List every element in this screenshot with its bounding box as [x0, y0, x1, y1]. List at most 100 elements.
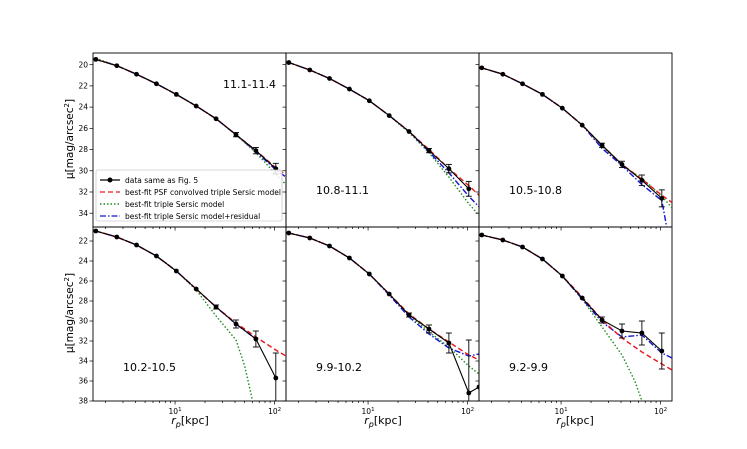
data-point [386, 113, 392, 118]
y-tick-label: 36 [78, 377, 88, 386]
panel-label: 10.2-10.5 [123, 361, 176, 374]
panel-frame [92, 226, 287, 402]
data-point [639, 177, 645, 183]
y-tick-label: 26 [78, 124, 88, 133]
legend-entry-data: data same as Fig. 5 [100, 176, 198, 185]
y-tick-label: 26 [78, 277, 88, 286]
y-tick-label: 20 [78, 60, 88, 69]
residual-curve [481, 67, 668, 227]
psf-curve [481, 234, 672, 371]
data-point [366, 98, 372, 104]
data-point [599, 317, 605, 323]
data-point [479, 232, 485, 238]
y-tick-label: 34 [78, 357, 88, 366]
data-point [307, 67, 313, 73]
data-point [286, 230, 292, 236]
data-line [95, 58, 277, 170]
panel-label: 9.2-9.9 [509, 361, 548, 374]
data-point [659, 348, 665, 354]
x-tick-label: 101 [362, 407, 375, 416]
data-point [273, 375, 279, 381]
triple-curve [288, 61, 479, 216]
data-point [406, 129, 412, 134]
data-point [426, 148, 432, 154]
y-axis-label-top: μ[mag/arcsec2] [63, 99, 76, 179]
data-point [579, 295, 585, 301]
panel-plot-area [479, 232, 672, 401]
y-tick-label: 24 [78, 257, 88, 266]
data-point [479, 65, 485, 71]
data-point [540, 256, 545, 262]
y-tick-label: 22 [78, 81, 88, 90]
data-line [481, 234, 663, 352]
y-axis-label-bottom: μ[mag/arcsec2] [63, 273, 76, 353]
y-tick-label: 38 [78, 397, 88, 406]
panel-plot-area [479, 65, 672, 227]
data-point [307, 235, 313, 241]
data-point [619, 162, 625, 167]
data-point [134, 71, 139, 77]
x-tick-label: 102 [268, 407, 281, 416]
data-point [253, 148, 259, 154]
data-point [540, 91, 545, 97]
panel-5: 101 102 9.9-10.2 [282, 226, 480, 416]
data-point [500, 71, 506, 77]
legend-label-triple: best-fit triple Sersic model [125, 200, 224, 209]
x-axis-label-col2: rp[kpc] [364, 414, 402, 429]
axes-layer: 20 22 24 26 28 30 32 34 11.1-11.4 10.8-11.1 10.5-1… [78, 52, 673, 416]
data-point [476, 384, 479, 390]
data-point [466, 390, 472, 396]
x-axis-label-col1: rp[kpc] [171, 414, 209, 429]
data-point [193, 103, 199, 109]
triple-curve [95, 57, 286, 186]
residual-curve [481, 234, 672, 359]
data-point [639, 330, 645, 336]
y-tick-label: 32 [78, 337, 88, 346]
data-point [599, 142, 605, 148]
psf-curve [288, 232, 479, 361]
legend-entry-residual: best-fit triple Sersic model+residual [100, 212, 260, 221]
data-point [233, 132, 239, 138]
data-point [520, 81, 525, 87]
x-tick-label: 102 [654, 407, 667, 416]
data-point [619, 328, 625, 334]
data-point [347, 255, 352, 261]
data-point [173, 268, 179, 274]
data-point [93, 56, 99, 62]
data-point [446, 340, 452, 346]
data-point [114, 63, 120, 69]
panel-plot-area [93, 56, 286, 186]
panel-6: 101 102 9.2-9.9 [475, 226, 673, 416]
data-point [520, 244, 525, 250]
data-point [93, 228, 99, 234]
y-tick-label: 28 [78, 145, 88, 154]
data-point [446, 166, 452, 172]
y-tick-label: 30 [78, 317, 88, 326]
residual-curve [288, 232, 479, 357]
data-point [426, 326, 432, 332]
data-point [386, 291, 392, 297]
legend-frame [95, 169, 283, 222]
panel-1: 20 22 24 26 28 30 32 34 11.1-11.4 [78, 52, 287, 231]
y-tick-label: 32 [78, 188, 88, 197]
legend-entry-psf: best-fit PSF convolved triple Sersic mod… [100, 188, 281, 197]
data-point [213, 116, 219, 122]
triple-curve [481, 234, 643, 401]
data-point [327, 76, 332, 81]
y-tick-label: 34 [78, 209, 88, 218]
panel-frame [285, 226, 480, 402]
panel-4: 101 102 22 24 26 28 30 32 34 36 38 10.2-10.5 [78, 226, 287, 416]
x-tick-label: 101 [169, 407, 182, 416]
panel-label: 9.9-10.2 [316, 361, 362, 374]
data-point [213, 304, 219, 310]
panel-plot-area [93, 228, 286, 401]
data-point [173, 91, 179, 97]
data-point [347, 86, 352, 92]
data-point [154, 81, 159, 87]
y-tick-label: 30 [78, 166, 88, 175]
panel-label: 10.8-11.1 [316, 184, 369, 197]
panel-frame [478, 52, 673, 228]
psf-curve [95, 58, 286, 176]
data-point [659, 195, 665, 201]
